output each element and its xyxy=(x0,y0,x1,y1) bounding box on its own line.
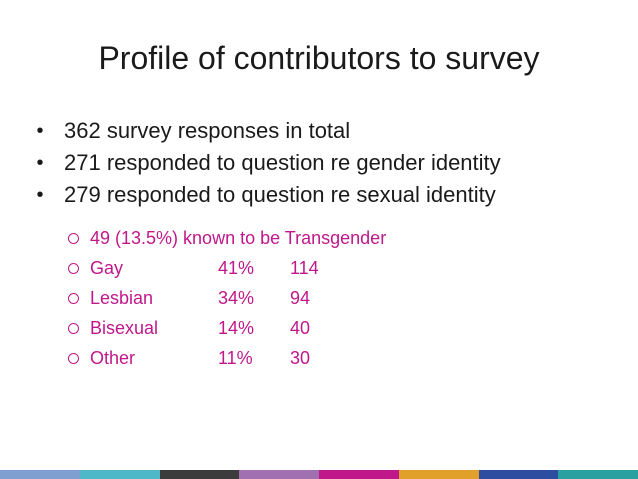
sub-item-label: Bisexual xyxy=(90,318,159,338)
bullet-list: • 362 survey responses in total • 271 re… xyxy=(30,116,501,212)
circle-bullet-icon xyxy=(68,263,79,274)
sub-item-label: Gay xyxy=(90,258,124,278)
sub-item-label: Other xyxy=(90,348,136,368)
sub-item-count: 114 xyxy=(290,258,319,278)
circle-bullet-icon xyxy=(68,233,79,244)
footer-segment xyxy=(319,470,399,479)
footer-segment xyxy=(79,470,160,479)
sub-item-percent: 11% xyxy=(218,348,253,368)
sub-item-percent: 14% xyxy=(218,318,255,338)
slide-title: Profile of contributors to survey xyxy=(98,40,540,76)
bullet-item-gender-identity: • 271 responded to question re gender id… xyxy=(30,148,501,180)
footer-color-bar xyxy=(0,470,638,479)
bullet-item-sexual-identity: • 279 responded to question re sexual id… xyxy=(30,180,501,212)
footer-segment xyxy=(478,470,559,479)
sub-item-percent: 34% xyxy=(218,288,255,308)
bullet-text: 362 survey responses in total xyxy=(64,118,351,143)
bullet-dot-icon: • xyxy=(36,152,44,174)
sub-item-label: Lesbian xyxy=(90,288,154,308)
circle-bullet-icon xyxy=(68,293,79,304)
sub-item-count: 40 xyxy=(290,318,311,338)
footer-segment xyxy=(398,470,479,479)
bullet-dot-icon: • xyxy=(36,120,44,142)
bullet-text: 271 responded to question re gender iden… xyxy=(64,150,501,175)
bullet-dot-icon: • xyxy=(36,184,44,206)
bullet-text: 279 responded to question re sexual iden… xyxy=(64,182,496,207)
footer-segment xyxy=(558,470,638,479)
footer-segment xyxy=(159,470,240,479)
sub-item-percent: 41% xyxy=(218,258,255,278)
bullet-item-total-responses: • 362 survey responses in total xyxy=(30,116,501,148)
circle-bullet-icon xyxy=(68,353,79,364)
sub-item-count: 30 xyxy=(290,348,311,368)
footer-segment xyxy=(0,470,80,479)
footer-segment xyxy=(239,470,319,479)
circle-bullet-icon xyxy=(68,323,79,334)
sub-item-count: 94 xyxy=(290,288,311,308)
sub-item-text: 49 (13.5%) known to be Transgender xyxy=(90,228,387,248)
